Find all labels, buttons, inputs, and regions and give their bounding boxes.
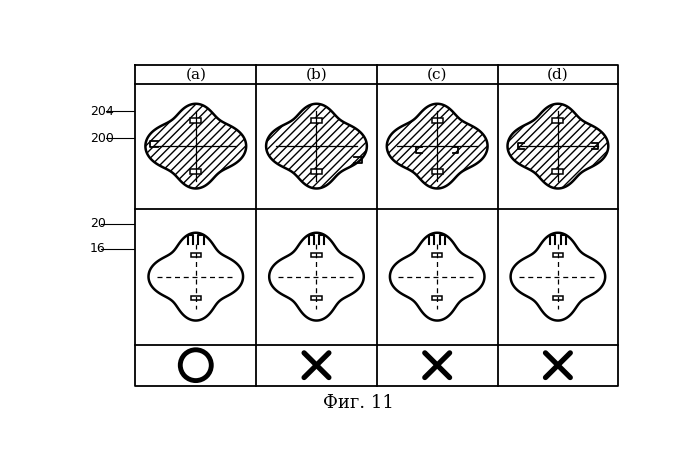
Text: 200: 200	[89, 132, 113, 145]
Polygon shape	[507, 104, 608, 189]
Text: 204: 204	[89, 105, 113, 118]
Polygon shape	[553, 296, 563, 300]
Polygon shape	[190, 119, 201, 123]
Polygon shape	[311, 119, 322, 123]
Polygon shape	[312, 253, 322, 257]
Polygon shape	[311, 169, 322, 174]
Polygon shape	[266, 104, 367, 189]
Text: (c): (c)	[427, 68, 447, 82]
Polygon shape	[432, 169, 442, 174]
Polygon shape	[552, 169, 563, 174]
Polygon shape	[145, 104, 246, 189]
Polygon shape	[390, 233, 484, 320]
Polygon shape	[191, 296, 201, 300]
Text: (d): (d)	[547, 68, 569, 82]
Polygon shape	[269, 233, 363, 320]
Text: 20: 20	[89, 218, 106, 230]
Polygon shape	[553, 253, 563, 257]
Polygon shape	[387, 104, 488, 189]
Polygon shape	[190, 169, 201, 174]
Polygon shape	[432, 119, 442, 123]
Text: Фиг. 11: Фиг. 11	[323, 394, 394, 411]
Polygon shape	[312, 296, 322, 300]
Text: (b): (b)	[305, 68, 327, 82]
Polygon shape	[191, 253, 201, 257]
Polygon shape	[432, 253, 442, 257]
Polygon shape	[552, 119, 563, 123]
Polygon shape	[511, 233, 605, 320]
Text: 16: 16	[89, 242, 106, 255]
Polygon shape	[432, 296, 442, 300]
Polygon shape	[148, 233, 243, 320]
Text: (a): (a)	[185, 68, 206, 82]
